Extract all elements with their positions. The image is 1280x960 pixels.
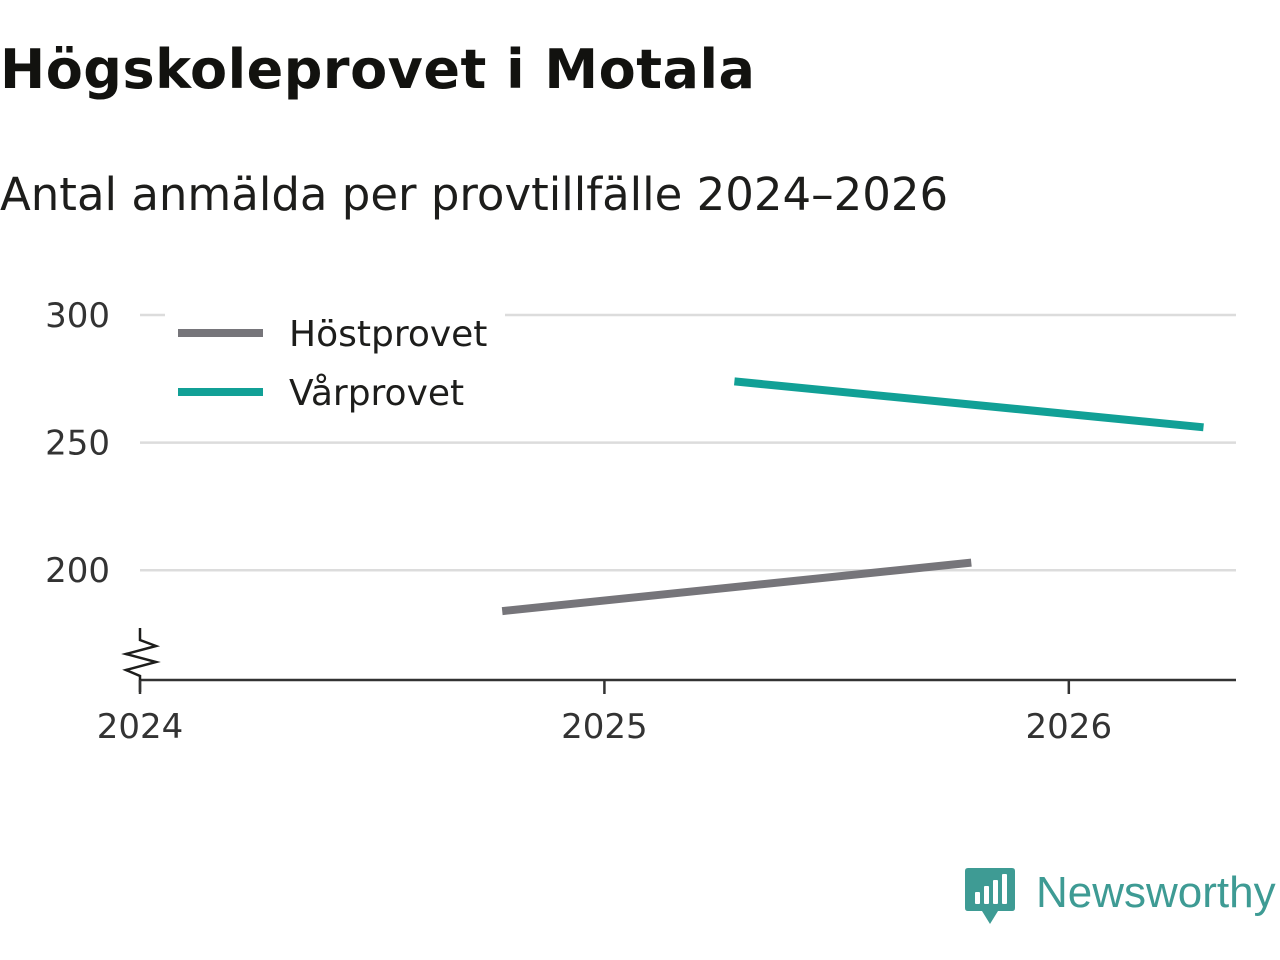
newsworthy-logo: Newsworthy (964, 866, 1276, 926)
newsworthy-logo-text: Newsworthy (1036, 868, 1276, 917)
series-line-vårprovet (734, 377, 1204, 432)
legend-label: Vårprovet (289, 373, 464, 414)
y-tick-label: 200 (45, 551, 110, 591)
x-tick-label: 2026 (1026, 707, 1113, 747)
chart-title: Högskoleprovet i Motala (0, 38, 756, 101)
y-tick-label: 300 (45, 296, 110, 336)
legend-box (165, 306, 505, 420)
x-tick-label: 2025 (561, 707, 648, 747)
y-tick-label: 250 (45, 424, 110, 464)
series-line-höstprovet (501, 558, 972, 616)
x-tick-label: 2024 (97, 707, 184, 747)
legend-label: Höstprovet (289, 314, 487, 355)
axis-break-marker (121, 628, 161, 692)
chart-subtitle: Antal anmälda per provtillfälle 2024–202… (0, 168, 949, 221)
newsworthy-logo-icon (965, 868, 1015, 924)
